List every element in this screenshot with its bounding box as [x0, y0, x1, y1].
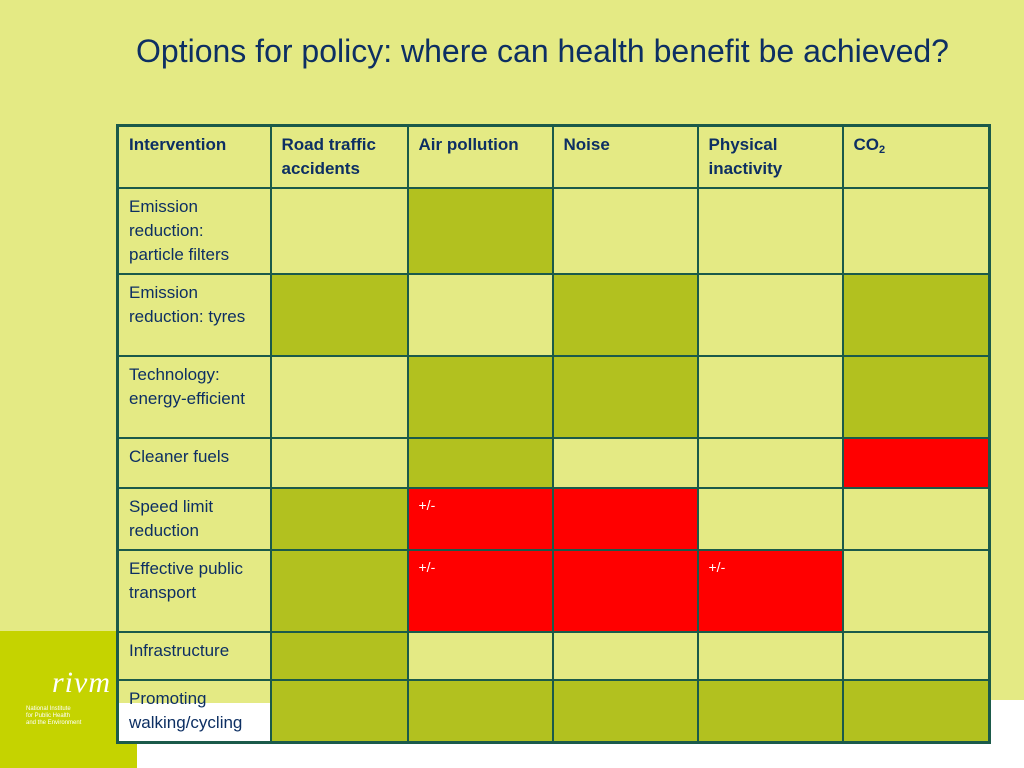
intervention-label: Promoting walking/cycling: [116, 679, 272, 744]
intervention-label: Emission reduction: tyres: [116, 273, 272, 357]
effect-cell: [696, 437, 844, 489]
effect-cell: [551, 549, 699, 633]
rivm-logo: rivm: [52, 666, 111, 699]
effect-cell: [841, 187, 991, 275]
effect-cell: [841, 355, 991, 439]
table-row: Infrastructure: [116, 631, 991, 681]
effect-cell: [406, 679, 554, 744]
effect-cell: [269, 273, 409, 357]
effect-cell: [269, 355, 409, 439]
effect-cell: [551, 355, 699, 439]
effect-cell: [551, 187, 699, 275]
header-air-pollution: Air pollution: [406, 124, 554, 189]
header-co2: CO2: [841, 124, 991, 189]
effect-cell: [269, 549, 409, 633]
effect-cell: [269, 187, 409, 275]
intervention-label: Effective public transport: [116, 549, 272, 633]
effect-cell: [551, 631, 699, 681]
table-row: Promoting walking/cycling: [116, 679, 991, 744]
table-header-row: Intervention Road traffic accidents Air …: [116, 124, 991, 189]
effect-cell: [406, 273, 554, 357]
effect-cell: [551, 487, 699, 551]
effect-cell: [696, 187, 844, 275]
logo-subtitle: National Institute for Public Health and…: [26, 706, 126, 727]
logo-background: [0, 631, 137, 768]
effect-cell: +/-: [696, 549, 844, 633]
table-row: Emission reduction: particle filters: [116, 187, 991, 275]
intervention-label: Infrastructure: [116, 631, 272, 681]
effect-cell: [551, 273, 699, 357]
effect-cell: +/-: [406, 487, 554, 551]
effect-cell: [269, 631, 409, 681]
table-row: Effective public transport +/- +/-: [116, 549, 991, 633]
effect-cell: [406, 631, 554, 681]
header-co2-subscript: 2: [879, 144, 886, 156]
logo-subtitle-line: for Public Health: [26, 713, 71, 719]
table-row: Technology: energy-efficient: [116, 355, 991, 439]
effect-cell: [696, 273, 844, 357]
header-physical-inactivity: Physical inactivity: [696, 124, 844, 189]
effect-cell: [841, 631, 991, 681]
effect-cell: [696, 355, 844, 439]
logo-subtitle-line: National Institute: [26, 706, 71, 712]
effect-cell: [269, 487, 409, 551]
effect-cell: +/-: [406, 549, 554, 633]
header-noise: Noise: [551, 124, 699, 189]
slide-title: Options for policy: where can health ben…: [136, 33, 949, 69]
effect-cell: [696, 679, 844, 744]
effect-cell: [696, 487, 844, 551]
effect-cell: [841, 679, 991, 744]
effect-cell: [551, 437, 699, 489]
table-row: Emission reduction: tyres: [116, 273, 991, 357]
effect-cell: [696, 631, 844, 681]
policy-options-table: Intervention Road traffic accidents Air …: [116, 124, 991, 744]
table-row: Cleaner fuels: [116, 437, 991, 489]
intervention-label: Technology: energy-efficient: [116, 355, 272, 439]
logo-subtitle-line: and the Environment: [26, 720, 82, 726]
effect-cell: [551, 679, 699, 744]
effect-cell: [841, 549, 991, 633]
effect-cell: [841, 487, 991, 551]
effect-cell: [269, 679, 409, 744]
header-co2-text: CO: [853, 135, 880, 154]
table-row: Speed limit reduction +/-: [116, 487, 991, 551]
effect-cell: [841, 437, 991, 489]
effect-cell: [406, 437, 554, 489]
intervention-label: Cleaner fuels: [116, 437, 272, 489]
effect-cell: [841, 273, 991, 357]
effect-cell: [406, 187, 554, 275]
intervention-label: Emission reduction: particle filters: [116, 187, 272, 275]
intervention-label: Speed limit reduction: [116, 487, 272, 551]
effect-cell: [269, 437, 409, 489]
header-road-traffic-accidents: Road traffic accidents: [269, 124, 409, 189]
effect-cell: [406, 355, 554, 439]
header-intervention: Intervention: [116, 124, 272, 189]
